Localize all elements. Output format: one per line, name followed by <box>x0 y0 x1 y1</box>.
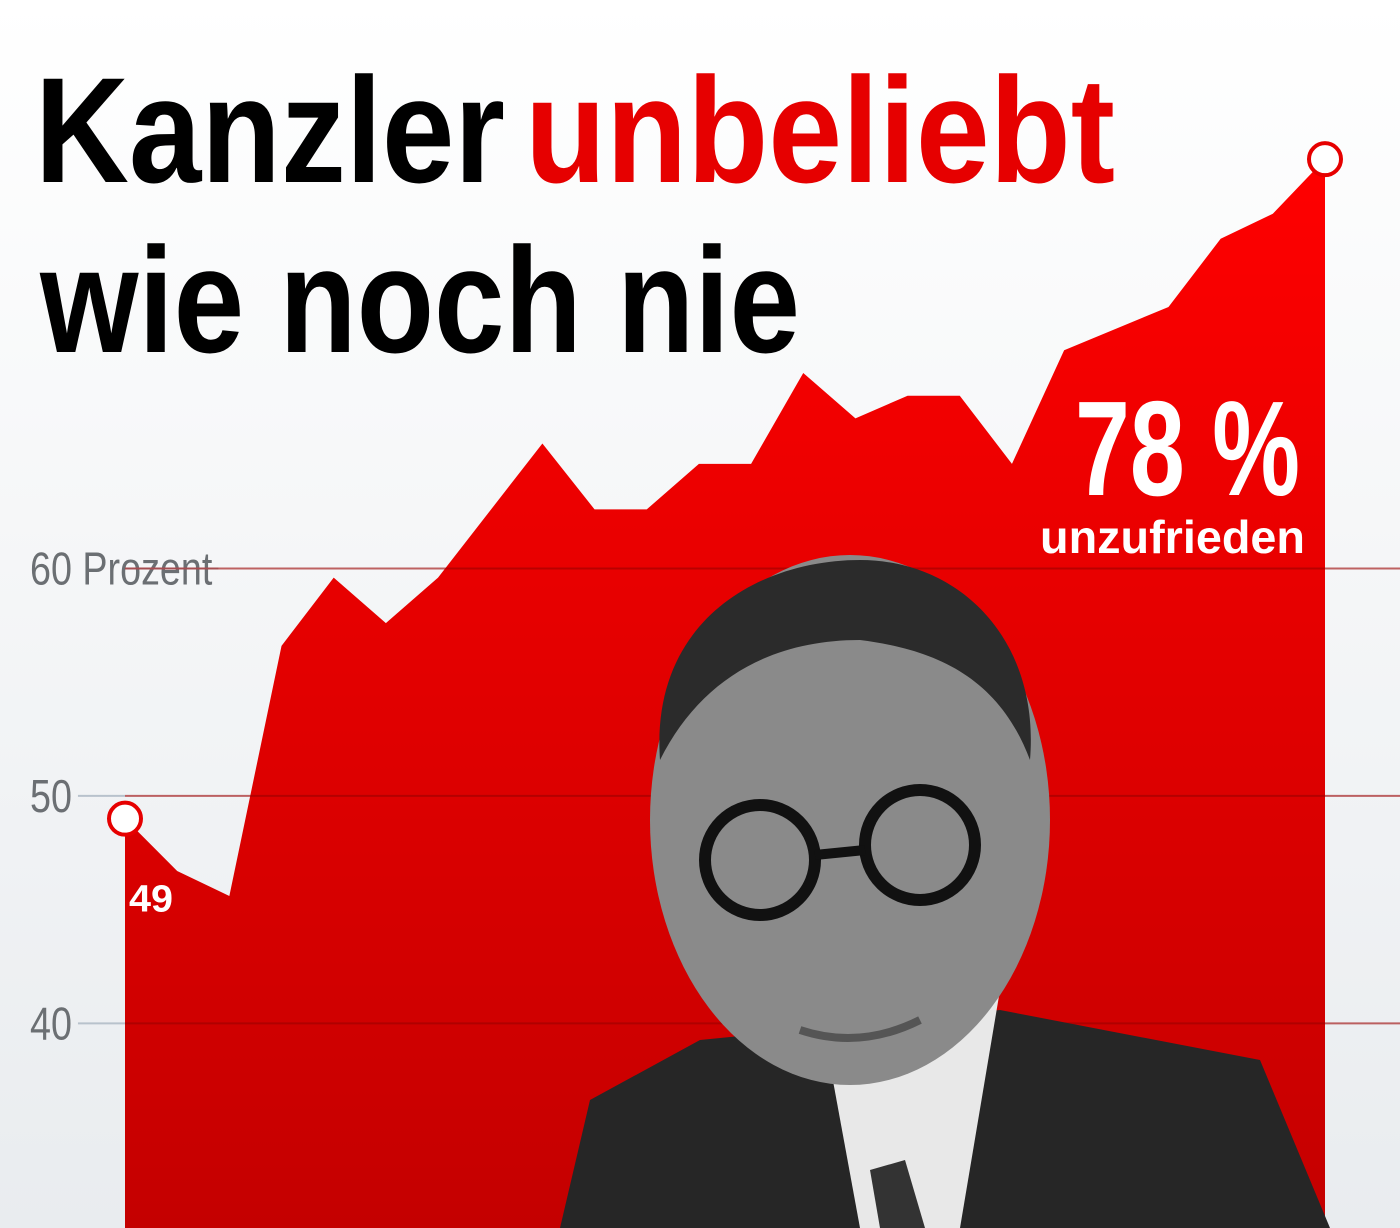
value-label: 49 <box>129 879 173 921</box>
chart-title: Kanzler unbeliebt <box>35 46 1115 214</box>
y-tick-label: 50 <box>30 770 72 821</box>
value-label: 78 % <box>1075 373 1300 524</box>
title-part: unbeliebt <box>525 46 1115 214</box>
annotation: unzufrieden <box>1040 511 1305 563</box>
photo <box>560 555 1330 1228</box>
title-part: Kanzler <box>35 46 505 214</box>
y-tick-label: 40 <box>30 998 72 1049</box>
point-marker <box>1307 141 1343 178</box>
point-marker <box>107 800 143 837</box>
chart-title: wie noch nie <box>39 216 800 384</box>
